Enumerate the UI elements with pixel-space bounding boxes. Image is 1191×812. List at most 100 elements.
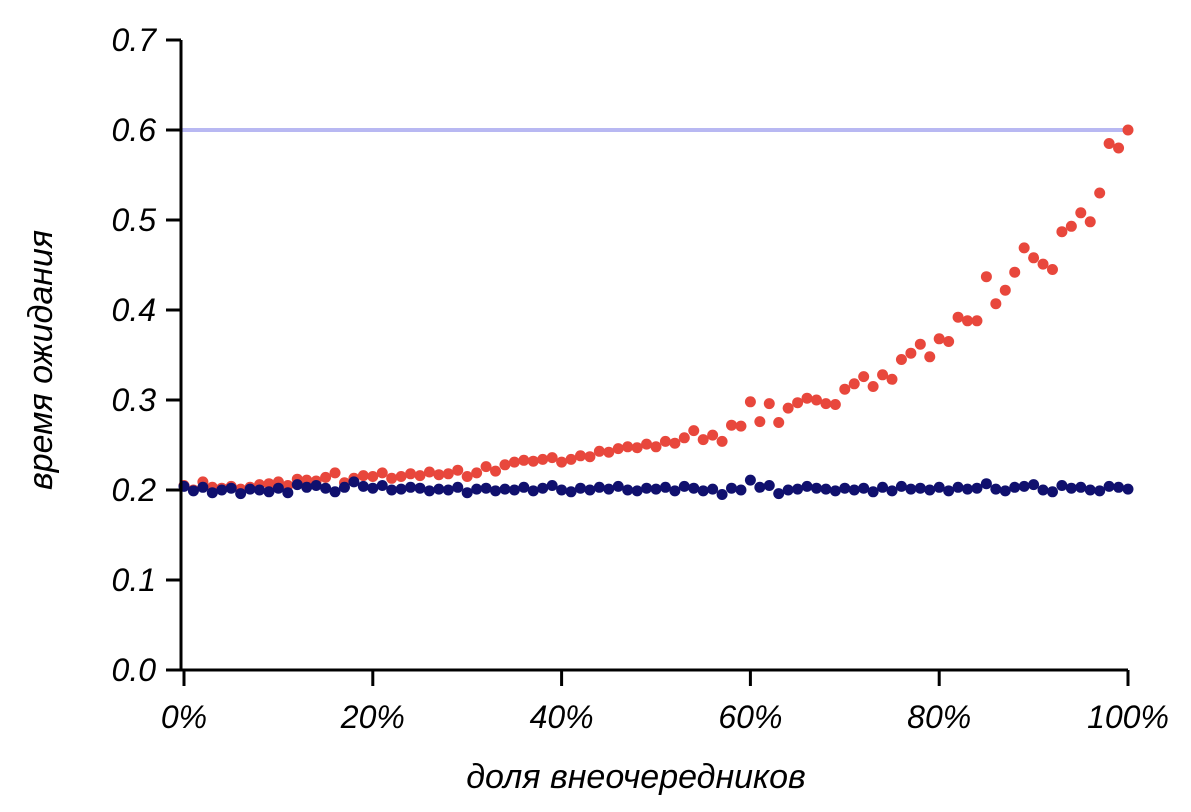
series-layer [178, 124, 1134, 500]
data-point [414, 470, 426, 482]
data-point [905, 347, 917, 359]
data-point [659, 435, 671, 447]
y-tick-label: 0.0 [112, 652, 157, 688]
data-point [612, 480, 624, 492]
data-point [839, 482, 851, 494]
series-0 [178, 124, 1134, 496]
data-point [423, 466, 435, 478]
y-tick-label: 0.4 [112, 292, 156, 328]
data-point [480, 461, 492, 473]
data-point [773, 488, 785, 500]
data-point [282, 487, 294, 499]
data-point [1037, 258, 1049, 270]
data-point [1028, 479, 1040, 491]
data-point [810, 482, 822, 494]
data-point [782, 484, 794, 496]
data-point [291, 479, 303, 491]
y-tick-label: 0.1 [112, 562, 156, 598]
data-point [962, 483, 974, 495]
data-point [914, 482, 926, 494]
data-point [537, 453, 549, 465]
data-point [593, 445, 605, 457]
data-point [442, 484, 454, 496]
data-point [546, 480, 558, 491]
data-point [433, 469, 445, 481]
data-point [1094, 187, 1106, 199]
x-tick-label: 0% [161, 699, 207, 735]
data-point [943, 485, 955, 497]
data-point [1103, 138, 1115, 149]
data-point [1103, 480, 1115, 492]
data-point [320, 482, 332, 494]
data-point [933, 333, 945, 345]
data-point [990, 483, 1002, 495]
data-point [1056, 226, 1068, 238]
x-tick-label: 80% [907, 699, 971, 735]
data-point [357, 470, 369, 482]
data-point [244, 483, 256, 495]
data-point [1046, 264, 1058, 275]
data-point [471, 467, 483, 479]
y-tick-label: 0.5 [112, 202, 157, 238]
data-point [782, 402, 794, 414]
x-tick-label: 20% [340, 699, 405, 735]
data-point [263, 486, 275, 498]
data-point [1037, 484, 1049, 496]
data-point [527, 455, 539, 467]
x-tick-label: 100% [1087, 699, 1169, 735]
data-point [754, 481, 766, 493]
data-point [877, 481, 889, 493]
data-point [678, 480, 690, 492]
data-point [773, 417, 785, 428]
data-point [357, 480, 369, 492]
data-point [187, 485, 199, 497]
data-point [386, 472, 398, 484]
data-point [499, 483, 511, 495]
data-point [650, 483, 662, 495]
data-point [1075, 481, 1087, 493]
data-point [574, 482, 586, 494]
data-point [1122, 483, 1134, 495]
data-point [1075, 207, 1087, 219]
data-point [829, 485, 841, 497]
data-point [603, 446, 615, 458]
data-point [716, 435, 728, 447]
data-point [405, 481, 417, 493]
data-point [593, 481, 605, 493]
data-point [622, 441, 634, 453]
data-point [348, 476, 360, 488]
data-point [631, 485, 643, 497]
data-point [1065, 220, 1077, 232]
data-point [480, 482, 492, 494]
data-point [971, 315, 983, 327]
data-point [895, 480, 907, 492]
data-point [829, 399, 841, 410]
data-point [895, 354, 907, 365]
data-point [235, 488, 247, 500]
data-point [584, 451, 596, 463]
data-point [924, 484, 936, 496]
data-point [367, 471, 379, 482]
data-point [877, 369, 889, 381]
data-point [886, 485, 898, 497]
data-point [254, 484, 266, 496]
data-point [1113, 481, 1125, 493]
data-point [1084, 216, 1096, 228]
data-point [329, 467, 341, 479]
data-point [565, 486, 577, 498]
data-point [792, 483, 804, 495]
data-point [631, 442, 643, 454]
data-point [735, 484, 747, 496]
data-point [820, 483, 832, 495]
data-point [952, 311, 964, 323]
data-point [1028, 252, 1040, 264]
data-point [744, 396, 756, 408]
data-point [726, 482, 738, 494]
data-point [971, 482, 983, 494]
data-point [641, 438, 653, 450]
data-point [848, 378, 860, 390]
data-point [574, 450, 586, 462]
data-point [565, 453, 577, 465]
data-point [735, 420, 747, 432]
data-point [943, 336, 955, 347]
